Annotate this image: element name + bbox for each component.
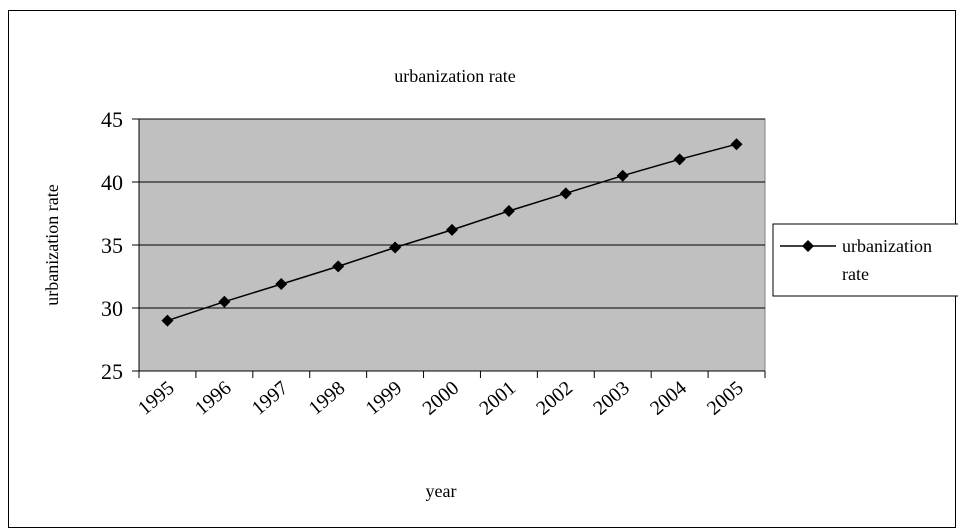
data-point-marker	[502, 204, 515, 217]
x-tick-label: 2004	[646, 377, 691, 420]
y-tick-label: 40	[101, 170, 123, 195]
series-markers	[161, 138, 743, 327]
x-tick-label: 2003	[589, 377, 634, 420]
x-tick-label: 1997	[248, 377, 293, 420]
legend: urbanization rate	[772, 223, 958, 297]
legend-label-line1: urbanization	[842, 236, 932, 256]
y-tick-label: 35	[101, 233, 123, 258]
legend-box	[772, 223, 958, 297]
data-point-marker	[616, 169, 629, 182]
x-tick-label: 2000	[418, 377, 463, 420]
data-point-marker	[161, 314, 174, 327]
x-tick-label: 2005	[703, 377, 748, 420]
gridlines	[139, 118, 765, 309]
y-tick-label: 45	[101, 107, 123, 132]
x-tick-label: 1995	[134, 377, 179, 420]
data-point-marker	[275, 278, 288, 291]
x-tick-label: 2001	[475, 377, 520, 420]
y-axis-label: urbanization rate	[42, 184, 62, 305]
y-axis-ticks: 25 30 35 40 45	[101, 107, 139, 384]
data-point-marker	[332, 260, 345, 273]
data-point-marker	[559, 187, 572, 200]
legend-label-line2: rate	[842, 264, 869, 284]
x-tick-label: 1999	[362, 377, 407, 420]
data-point-marker	[730, 138, 743, 151]
chart-title: urbanization rate	[394, 66, 515, 86]
x-tick-label: 2002	[532, 377, 577, 420]
data-point-marker	[218, 295, 231, 308]
y-tick-label: 25	[101, 359, 123, 384]
x-tick-label: 1998	[305, 377, 350, 420]
legend-marker-swatch	[802, 240, 814, 252]
x-tick-label: 1996	[191, 377, 236, 420]
data-point-marker	[446, 223, 458, 236]
data-point-marker	[673, 153, 686, 166]
x-axis-label: year	[426, 481, 457, 501]
y-tick-label: 30	[101, 296, 123, 321]
x-axis-ticks: 1995 1996 1997 1998 1999 2000 2001 2002 2003 2004…	[134, 371, 766, 420]
data-point-marker	[389, 241, 402, 254]
